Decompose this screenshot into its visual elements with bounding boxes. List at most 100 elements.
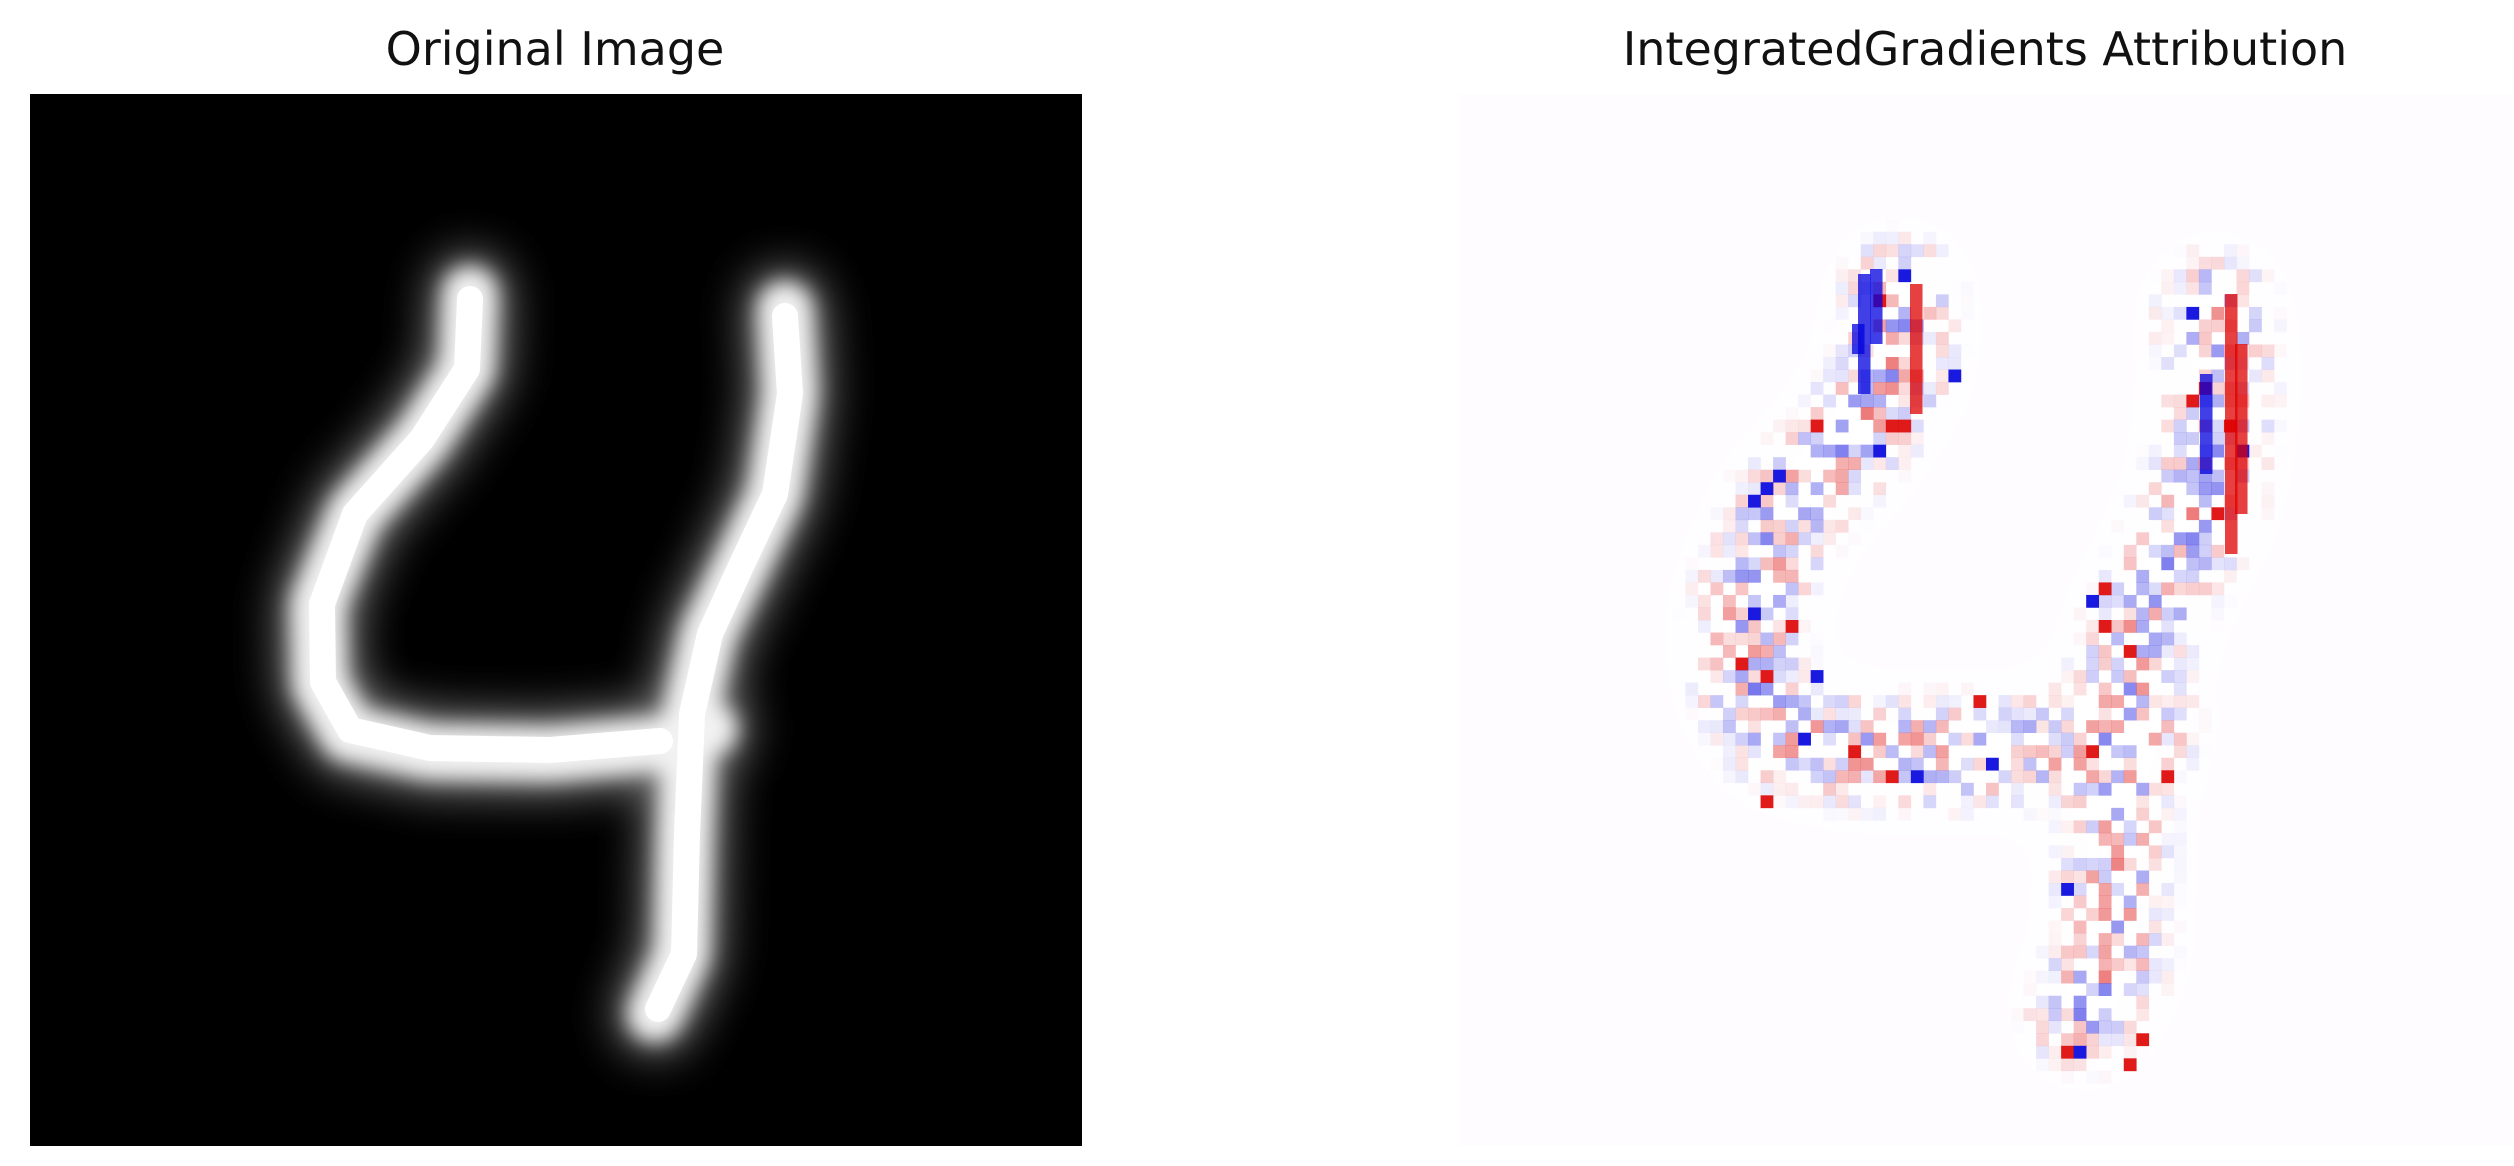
attribution-pixel bbox=[2148, 958, 2162, 971]
attribution-pixel bbox=[2174, 795, 2187, 808]
attribution-pixel bbox=[1785, 657, 1799, 671]
attribution-pixel bbox=[2173, 419, 2187, 433]
attribution-pixel bbox=[2261, 344, 2275, 358]
attribution-pixel bbox=[2061, 670, 2074, 683]
attribution-pixel bbox=[1785, 432, 1799, 445]
attribution-pixel bbox=[2111, 695, 2125, 708]
attribution-pixel bbox=[1823, 732, 1837, 746]
attribution-pixel bbox=[1748, 732, 1761, 746]
attribution-pixel bbox=[2161, 457, 2175, 471]
attribution-pixel bbox=[1948, 357, 1962, 370]
attribution-pixel bbox=[2061, 1008, 2074, 1022]
attribution-pixel bbox=[1873, 444, 1887, 458]
attribution-pixel bbox=[1785, 557, 1799, 571]
attribution-pixel bbox=[2161, 958, 2175, 971]
attribution-pixel bbox=[2161, 970, 2175, 984]
attribution-pixel bbox=[2148, 657, 2162, 671]
attribution-pixel bbox=[1810, 544, 1824, 558]
attribution-pixel bbox=[1848, 770, 1862, 784]
attribution-streak bbox=[1910, 284, 1923, 414]
attribution-pixel bbox=[2011, 745, 2024, 759]
attribution-pixel bbox=[1810, 670, 1824, 683]
attribution-pixel bbox=[2136, 933, 2150, 946]
attribution-pixel bbox=[2123, 645, 2137, 658]
attribution-pixel bbox=[1723, 632, 1736, 646]
attribution-pixel bbox=[2023, 757, 2037, 771]
attribution-pixel bbox=[1823, 695, 1837, 708]
attribution-pixel bbox=[2161, 895, 2175, 909]
attribution-pixel bbox=[1873, 244, 1887, 258]
attribution-pixel bbox=[1923, 232, 1936, 245]
attribution-pixel bbox=[2123, 607, 2137, 621]
attribution-pixel bbox=[2086, 870, 2100, 884]
attribution-pixel bbox=[1710, 544, 1724, 558]
attribution-pixel bbox=[2173, 407, 2187, 420]
attribution-pixel bbox=[2148, 970, 2162, 984]
attribution-pixel bbox=[2161, 795, 2175, 809]
attribution-pixel bbox=[2098, 732, 2112, 746]
attribution-pixel bbox=[2174, 808, 2187, 821]
attribution-pixel bbox=[1760, 532, 1774, 546]
attribution-pixel bbox=[2036, 971, 2049, 984]
attribution-pixel bbox=[1935, 369, 1949, 383]
attribution-pixel bbox=[1760, 607, 1774, 621]
attribution-pixel bbox=[2048, 1008, 2062, 1022]
attribution-pixel bbox=[2098, 707, 2112, 721]
attribution-pixel bbox=[2036, 1008, 2049, 1022]
attribution-pixel bbox=[1835, 444, 1849, 458]
attribution-pixel bbox=[2086, 1020, 2100, 1034]
attribution-pixel bbox=[1760, 670, 1774, 683]
attribution-streak bbox=[2200, 374, 2213, 474]
attribution-pixel bbox=[2023, 720, 2037, 734]
attribution-pixel bbox=[2048, 695, 2062, 708]
attribution-pixel bbox=[2111, 920, 2125, 934]
attribution-pixel bbox=[2086, 983, 2100, 997]
attribution-pixel bbox=[1785, 732, 1799, 746]
attribution-pixel bbox=[2198, 319, 2212, 333]
attribution-pixel bbox=[2073, 895, 2087, 909]
attribution-pixel bbox=[2073, 1008, 2087, 1022]
attribution-pixel bbox=[2261, 457, 2275, 471]
attribution-pixel bbox=[1773, 544, 1786, 558]
attribution-pixel bbox=[1923, 331, 1937, 345]
attribution-pixel bbox=[2148, 306, 2162, 320]
attribution-pixel bbox=[2148, 582, 2162, 596]
attribution-pixel bbox=[1961, 683, 1974, 696]
attribution-pixel bbox=[1748, 507, 1761, 521]
attribution-pixel bbox=[2136, 807, 2150, 821]
attribution-pixel bbox=[1848, 720, 1862, 734]
attribution-panel bbox=[1460, 94, 2512, 1146]
attribution-pixel bbox=[2048, 757, 2062, 771]
attribution-pixel bbox=[2073, 945, 2087, 959]
attribution-pixel bbox=[1860, 457, 1874, 471]
attribution-pixel bbox=[2161, 494, 2175, 508]
attribution-pixel bbox=[1773, 782, 1786, 796]
attribution-pixel bbox=[2111, 620, 2125, 633]
attribution-pixel bbox=[2274, 282, 2287, 295]
attribution-pixel bbox=[1835, 306, 1849, 320]
attribution-pixel bbox=[2011, 695, 2024, 708]
attribution-pixel bbox=[2261, 494, 2275, 508]
attribution-pixel bbox=[1735, 607, 1749, 621]
attribution-pixel bbox=[1811, 645, 1824, 658]
attribution-pixel bbox=[2036, 995, 2049, 1009]
attribution-pixel bbox=[1773, 770, 1786, 784]
attribution-pixel bbox=[1948, 707, 1962, 721]
attribution-pixel bbox=[2098, 933, 2112, 946]
attribution-pixel bbox=[1773, 632, 1786, 646]
attribution-pixel bbox=[2198, 269, 2212, 283]
attribution-pixel bbox=[2073, 970, 2087, 984]
attribution-pixel bbox=[2186, 269, 2200, 283]
attribution-pixel bbox=[2123, 857, 2137, 871]
attribution-pixel bbox=[1697, 607, 1711, 621]
attribution-pixel bbox=[1760, 770, 1774, 784]
attribution-pixel bbox=[1861, 232, 1874, 245]
attribution-pixel bbox=[1735, 757, 1749, 771]
attribution-pixel bbox=[1748, 657, 1761, 671]
attribution-pixel bbox=[1810, 770, 1824, 784]
attribution-pixel bbox=[2211, 369, 2225, 383]
attribution-pixel bbox=[2161, 507, 2175, 521]
attribution-pixel bbox=[2136, 620, 2150, 633]
attribution-pixel bbox=[1785, 494, 1799, 508]
attribution-pixel bbox=[1748, 720, 1761, 734]
